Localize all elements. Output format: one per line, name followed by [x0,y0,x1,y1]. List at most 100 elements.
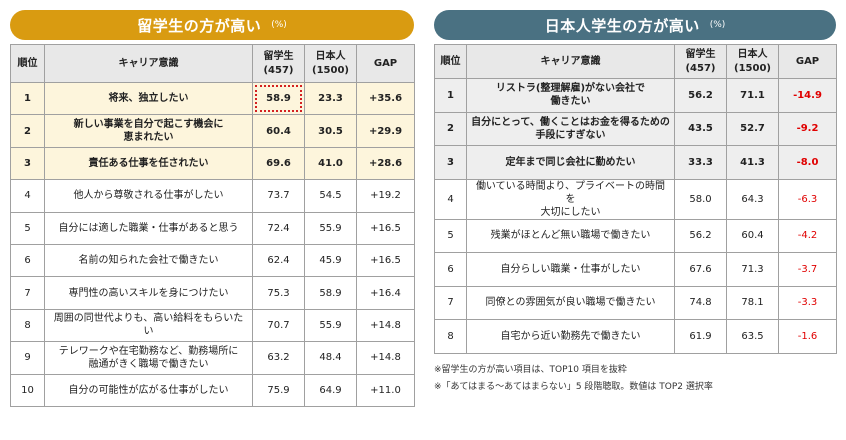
jp-value-cell: 58.9 [304,276,357,310]
jp-value-cell: 52.7 [726,111,779,146]
jp-value-cell: 45.9 [304,243,357,278]
jp-value-cell: 64.9 [304,373,357,407]
career-item-cell: 新しい事業を自分で起こす機会に 恵まれたい [44,114,253,148]
intl-value-cell: 60.4 [252,114,305,148]
jp-value-cell: 55.9 [304,308,357,343]
gap-value-cell: +14.8 [356,341,415,375]
table-row: 1 将来、独立したい 58.9 23.3 +35.6 [10,81,415,116]
table-row: 2 新しい事業を自分で起こす機会に 恵まれたい 60.4 30.5 +29.9 [10,114,415,148]
rank-cell: 2 [10,114,45,148]
table-row: 1 リストラ(整理解雇)がない会社で 働きたい 56.2 71.1 -14.9 [434,78,837,113]
table-row: 5 残業がほとんど無い職場で働きたい 56.2 60.4 -4.2 [434,218,837,253]
rank-cell: 5 [10,211,45,245]
jp-value-cell: 54.5 [304,179,357,213]
intl-higher-title: 留学生の方が高い [137,16,262,35]
jp-higher-panel: 日本人学生の方が高い (%) 順位 キャリア意識 留学生 (457) 日本人 (15… [434,10,837,396]
rank-cell: 7 [10,276,45,310]
gap-value-cell: +19.2 [356,179,415,213]
table-row: 8 周囲の同世代よりも、高い給料をもらいたい 70.7 55.9 +14.8 [10,308,415,343]
header-rank: 順位 [10,44,45,83]
jp-value-cell: 23.3 [304,81,357,116]
gap-value-cell: +16.5 [356,243,415,278]
rank-cell: 4 [434,178,467,220]
gap-value-cell: -8.0 [778,145,837,180]
career-item-cell: 名前の知られた会社で働きたい [44,243,253,278]
intl-value-cell: 73.7 [252,179,305,213]
table-row: 5 自分には適した職業・仕事があると思う 72.4 55.9 +16.5 [10,211,415,245]
gap-value-cell: -3.7 [778,252,837,287]
gap-value-cell: +29.9 [356,114,415,148]
jp-value-cell: 78.1 [726,285,779,320]
career-item-text: 責任ある仕事を任されたい [88,157,209,169]
career-item-text: 働いている時間より、プライベートの時間を [475,180,666,205]
rank-cell: 8 [434,319,467,354]
rank-cell: 1 [10,81,45,116]
gap-value-cell: -9.2 [778,111,837,146]
gap-value-cell: +11.0 [356,373,415,407]
jp-higher-title: 日本人学生の方が高い [544,16,700,35]
jp-value-cell: 71.3 [726,252,779,287]
table-row: 6 自分らしい職業・仕事がしたい 67.6 71.3 -3.7 [434,252,837,287]
table-row: 3 定年まで同じ会社に勤めたい 33.3 41.3 -8.0 [434,145,837,180]
table-row: 4 働いている時間より、プライベートの時間を 大切にしたい 58.0 64.3 -6.3 [434,178,837,220]
gap-value-cell: -6.3 [778,178,837,220]
header-jp: 日本人 (1500) [304,44,357,83]
intl-value-cell: 43.5 [674,111,727,146]
gap-value-cell: +16.4 [356,276,415,310]
rank-cell: 7 [434,285,467,320]
career-item-text: 残業がほとんど無い職場で働きたい [490,230,651,242]
intl-value-cell: 58.0 [674,178,727,220]
header-gap: GAP [778,44,837,79]
jp-value-cell: 30.5 [304,114,357,148]
footnote: ※「あてはまる～あてはまらない」5 段階聴取。数値は TOP2 選択率 [434,381,713,392]
career-item-text: 恵まれたい [123,132,174,144]
header-career: キャリア意識 [44,44,253,83]
jp-value-cell: 60.4 [726,218,779,253]
career-item-text: 大切にしたい [540,206,601,218]
rank-cell: 2 [434,111,467,146]
intl-value-cell: 58.9 [252,81,305,116]
career-item-text: 自分らしい職業・仕事がしたい [500,263,641,275]
header-intl: 留学生 (457) [674,44,727,79]
table-row: 8 自宅から近い勤務先で働きたい 61.9 63.5 -1.6 [434,319,837,354]
table-row: 7 専門性の高いスキルを身につけたい 75.3 58.9 +16.4 [10,276,415,310]
footnote: ※留学生の方が高い項目は、TOP10 項目を抜粋 [434,364,627,375]
career-item-cell: 将来、独立したい [44,81,253,116]
table-row: 2 自分にとって、働くことはお金を得るための 手段にすぎない 43.5 52.7 -9.2 [434,111,837,146]
intl-value-cell: 67.6 [674,252,727,287]
rank-cell: 9 [10,341,45,375]
intl-value-cell: 75.3 [252,276,305,310]
intl-higher-panel: 留学生の方が高い (%) 順位 キャリア意識 留学生 (457) 日本人 (1500… [10,10,415,407]
career-item-text: 手段にすぎない [535,129,606,141]
career-item-cell: 責任ある仕事を任されたい [44,146,253,181]
career-item-text: 他人から尊敬される仕事がしたい [73,190,224,202]
career-item-cell: 他人から尊敬される仕事がしたい [44,179,253,213]
jp-value-cell: 55.9 [304,211,357,245]
career-item-cell: 自分らしい職業・仕事がしたい [466,252,675,287]
gap-value-cell: +14.8 [356,308,415,343]
rank-cell: 5 [434,218,467,253]
table-row: 7 同僚との雰囲気が良い職場で働きたい 74.8 78.1 -3.3 [434,285,837,320]
career-item-cell: テレワークや在宅勤務など、勤務場所に 融通がきく職場で働きたい [44,341,253,375]
career-item-text: 融通がきく職場で働きたい [88,358,209,370]
intl-value-cell: 75.9 [252,373,305,407]
intl-higher-title-bar: 留学生の方が高い (%) [10,10,414,40]
career-item-cell: 自分には適した職業・仕事があると思う [44,211,253,245]
career-item-text: 自宅から近い勤務先で働きたい [500,330,641,342]
jp-value-cell: 41.0 [304,146,357,181]
intl-value-cell: 56.2 [674,78,727,113]
table-row: 9 テレワークや在宅勤務など、勤務場所に 融通がきく職場で働きたい 63.2 48.4 +… [10,341,415,375]
table-header-row: 順位 キャリア意識 留学生 (457) 日本人 (1500) GAP [10,44,415,83]
table-row: 6 名前の知られた会社で働きたい 62.4 45.9 +16.5 [10,243,415,278]
rank-cell: 8 [10,308,45,343]
career-item-text: 周囲の同世代よりも、高い給料をもらいたい [53,313,244,338]
rank-cell: 3 [10,146,45,181]
jp-value-cell: 41.3 [726,145,779,180]
career-item-text: 自分にとって、働くことはお金を得るための [471,116,670,128]
intl-value-cell: 63.2 [252,341,305,375]
gap-value-cell: -3.3 [778,285,837,320]
gap-value-cell: -1.6 [778,319,837,354]
jp-higher-table: 順位 キャリア意識 留学生 (457) 日本人 (1500) GAP 1 リストラ(整… [434,44,837,354]
table-row: 10 自分の可能性が広がる仕事がしたい 75.9 64.9 +11.0 [10,373,415,407]
intl-higher-table: 順位 キャリア意識 留学生 (457) 日本人 (1500) GAP 1 将来、独立し… [10,44,415,407]
